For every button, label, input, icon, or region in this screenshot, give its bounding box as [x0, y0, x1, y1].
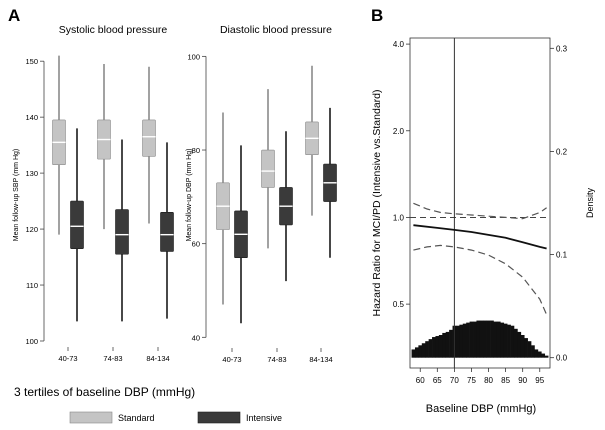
systolic-title: Systolic blood pressure	[59, 24, 168, 36]
x-tick-label: 84-134	[309, 355, 332, 364]
x-tick-label: 84-134	[146, 354, 169, 363]
box-intensive	[160, 211, 174, 252]
y-tick-label: 120	[25, 225, 38, 234]
density-bar	[537, 351, 542, 358]
y-tick-label: 80	[192, 146, 200, 155]
density-bar	[479, 320, 484, 358]
y-tick-label: 40	[192, 333, 200, 342]
y-tick-label: 1.0	[393, 213, 405, 222]
y-tick-label: 140	[25, 113, 38, 122]
diastolic-title: Diastolic blood pressure	[220, 24, 332, 36]
systolic-ylabel: Mean follow-up SBP (mm Hg)	[13, 149, 20, 241]
density-bar	[435, 336, 440, 358]
hr-xlabel: Baseline DBP (mmHg)	[426, 403, 536, 415]
density-bar	[455, 325, 460, 358]
x-tick-label: 95	[535, 376, 544, 385]
density-bar	[534, 349, 539, 358]
density-bar	[411, 349, 416, 358]
legend-swatch-intensive	[197, 411, 241, 424]
x-tick-label: 75	[467, 376, 476, 385]
density-bar	[466, 322, 470, 358]
density-bar	[507, 324, 511, 358]
hazard-ratio-chart: Hazard Ratio for MCI/PD (Intensive vs.St…	[371, 37, 595, 415]
density-bar	[442, 332, 447, 358]
density-bar	[520, 335, 525, 358]
diastolic-ylabel: Mean follow-up DBP (mm Hg)	[186, 149, 193, 242]
density-bar	[483, 320, 487, 358]
x-tick-label: 70	[450, 376, 459, 385]
density-bar	[544, 355, 549, 358]
legend-label-standard: Standard	[118, 413, 155, 423]
y-tick-label: 110	[26, 281, 38, 290]
x-tick-label: 74-83	[103, 354, 122, 363]
density-bar	[493, 321, 498, 358]
density-bar	[500, 322, 505, 358]
y-tick-label: 150	[25, 57, 38, 66]
hazard-ratio-line	[413, 224, 547, 250]
density-bar	[541, 353, 546, 358]
legend: Standard Intensive	[69, 411, 282, 424]
density-ylabel: Density	[585, 187, 595, 218]
box-intensive	[115, 209, 129, 255]
density-bar	[462, 323, 467, 358]
y2-tick-label: 0.1	[556, 251, 568, 260]
density-bar	[459, 324, 464, 358]
confidence-band-line	[413, 202, 547, 220]
y-tick-label: 2.0	[393, 127, 405, 136]
density-bar	[513, 328, 518, 358]
density-bar	[425, 341, 429, 358]
x-tick-label: 90	[518, 376, 527, 385]
density-bar	[503, 323, 508, 358]
confidence-band-line	[413, 244, 548, 315]
density-bar	[531, 345, 535, 358]
plot-frame	[409, 37, 551, 369]
y2-tick-label: 0.2	[556, 147, 568, 156]
density-bar	[449, 329, 453, 358]
legend-swatch-standard	[69, 411, 113, 424]
density-bar	[421, 343, 426, 358]
diastolic-chart: Diastolic blood pressure Mean follow-up …	[186, 24, 337, 364]
density-bar	[414, 347, 419, 358]
density-bar	[510, 325, 515, 358]
density-bar	[496, 321, 501, 358]
density-bar	[445, 331, 450, 358]
panel-a-xlabel: 3 tertiles of baseline DBP (mmHg)	[14, 385, 195, 399]
systolic-chart: Systolic blood pressure Mean follow-up S…	[13, 24, 174, 363]
y-tick-label: 100	[25, 337, 38, 346]
density-bar	[486, 320, 491, 358]
y-tick-label: 4.0	[393, 40, 405, 49]
y-tick-label: 130	[25, 169, 38, 178]
density-bar	[469, 321, 474, 358]
y-tick-label: 100	[187, 52, 200, 61]
x-tick-label: 65	[433, 376, 442, 385]
y-tick-label: 60	[192, 240, 200, 249]
panel-a-label: A	[8, 6, 20, 25]
y2-tick-label: 0.3	[556, 44, 568, 53]
legend-label-intensive: Intensive	[246, 413, 282, 423]
panel-b-label: B	[371, 6, 383, 25]
density-bar	[490, 320, 494, 358]
x-tick-label: 80	[484, 376, 493, 385]
density-bar	[476, 320, 481, 358]
box-intensive	[70, 200, 84, 249]
hr-ylabel: Hazard Ratio for MCI/PD (Intensive vs.St…	[371, 89, 383, 316]
density-bar	[432, 337, 436, 358]
density-bar	[438, 335, 443, 358]
x-tick-label: 60	[416, 376, 425, 385]
box-standard	[261, 149, 275, 188]
y-tick-label: 0.5	[393, 300, 405, 309]
x-tick-label: 40-73	[222, 355, 241, 364]
x-tick-label: 40-73	[58, 354, 77, 363]
density-bar	[527, 341, 532, 358]
x-tick-label: 74-83	[267, 355, 286, 364]
density-bar	[418, 345, 423, 358]
density-bar	[524, 338, 528, 358]
density-bar	[473, 321, 477, 358]
density-bar	[517, 331, 522, 358]
y2-tick-label: 0.0	[556, 354, 568, 363]
density-bar	[428, 339, 433, 358]
x-tick-label: 85	[501, 376, 510, 385]
box-standard	[142, 119, 156, 157]
